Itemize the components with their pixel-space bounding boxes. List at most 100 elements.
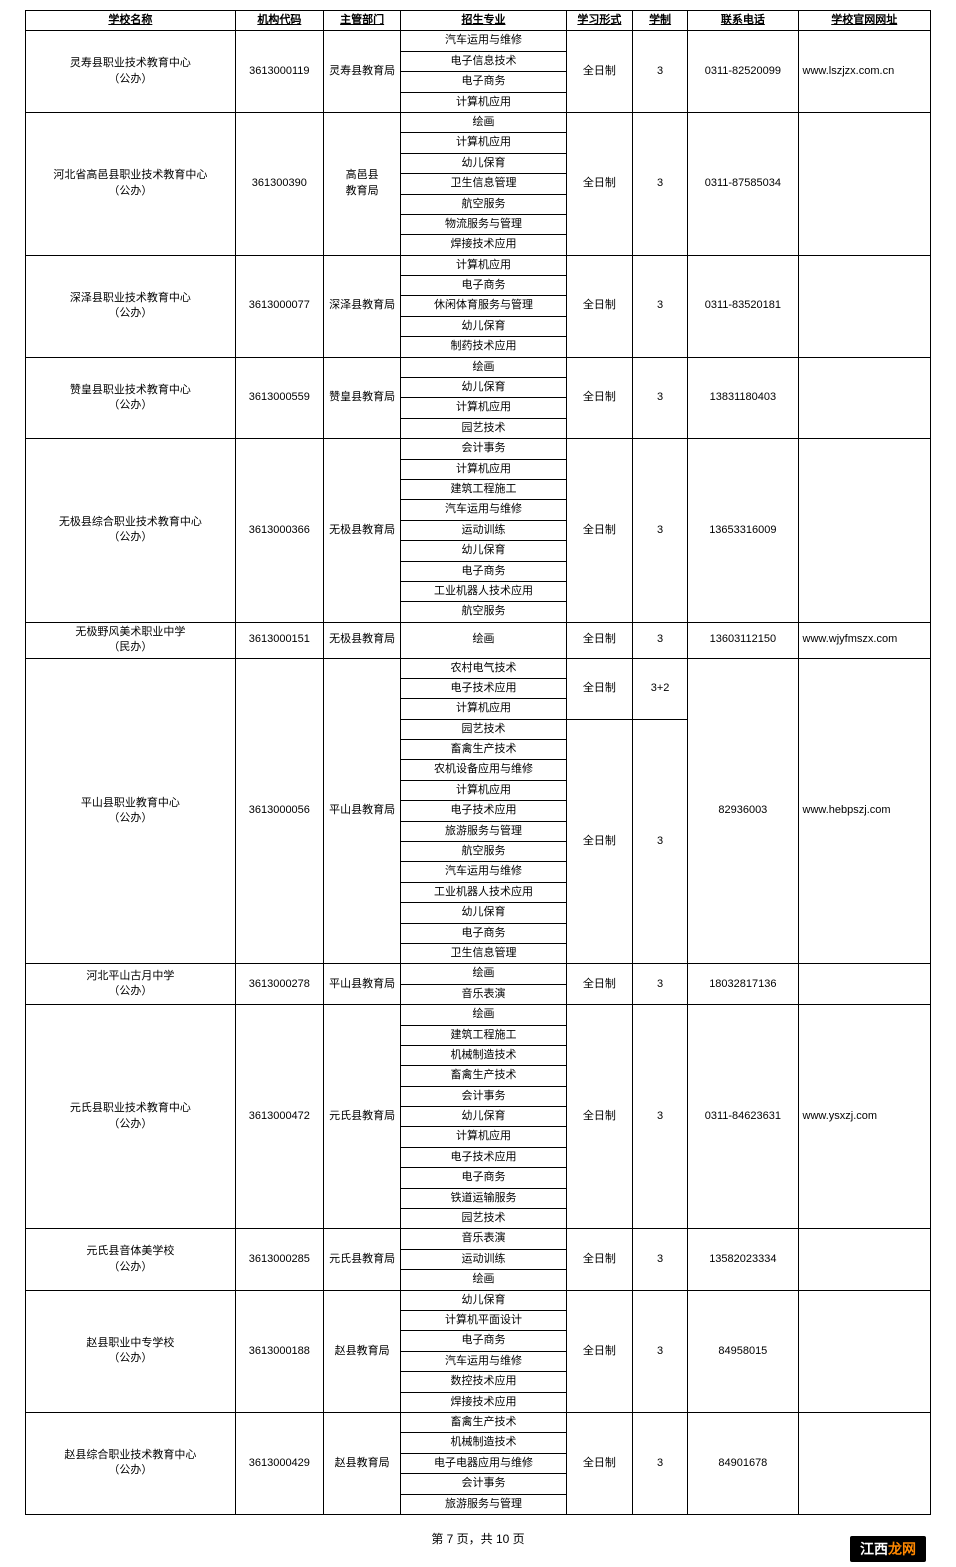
table-cell: 汽车运用与维修: [401, 1351, 567, 1371]
table-cell: 电子电器应用与维修: [401, 1453, 567, 1473]
table-cell: 幼儿保育: [401, 378, 567, 398]
table-cell: 农村电气技术: [401, 658, 567, 678]
table-cell: 3613000285: [235, 1229, 323, 1290]
table-cell: 计算机应用: [401, 459, 567, 479]
table-cell: [798, 1229, 930, 1290]
table-cell: www.lszjzx.com.cn: [798, 31, 930, 113]
table-cell: 制药技术应用: [401, 337, 567, 357]
table-cell: 电子商务: [401, 276, 567, 296]
table-row: 无极县综合职业技术教育中心 （公办）3613000366无极县教育局会计事务全日…: [26, 439, 931, 459]
table-cell: 全日制: [566, 357, 632, 439]
table-cell: 3: [632, 1290, 687, 1412]
table-cell: 全日制: [566, 1005, 632, 1229]
table-cell: 0311-87585034: [688, 112, 798, 255]
header-dept: 主管部门: [323, 11, 400, 31]
table-cell: 3613000119: [235, 31, 323, 113]
table-cell: 84901678: [688, 1412, 798, 1514]
table-cell: 3: [632, 622, 687, 658]
table-cell: 卫生信息管理: [401, 174, 567, 194]
table-cell: 汽车运用与维修: [401, 862, 567, 882]
table-cell: [798, 964, 930, 1005]
table-cell: 全日制: [566, 1229, 632, 1290]
table-cell: 3: [632, 255, 687, 357]
table-cell: 元氏县音体美学校 （公办）: [26, 1229, 236, 1290]
table-cell: [798, 1412, 930, 1514]
table-cell: 元氏县教育局: [323, 1005, 400, 1229]
table-cell: 运动训练: [401, 1249, 567, 1269]
table-cell: 计算机应用: [401, 133, 567, 153]
table-cell: 0311-83520181: [688, 255, 798, 357]
table-cell: 3: [632, 31, 687, 113]
table-cell: 全日制: [566, 439, 632, 623]
header-phone: 联系电话: [688, 11, 798, 31]
table-cell: 全日制: [566, 964, 632, 1005]
table-cell: 平山县职业教育中心 （公办）: [26, 658, 236, 964]
table-cell: 3613000429: [235, 1412, 323, 1514]
table-cell: 建筑工程施工: [401, 1025, 567, 1045]
table-cell: 物流服务与管理: [401, 214, 567, 234]
table-cell: 赞皇县教育局: [323, 357, 400, 439]
table-cell: 3: [632, 719, 687, 964]
page-footer: 第 7 页，共 10 页: [25, 1530, 931, 1547]
table-cell: 旅游服务与管理: [401, 821, 567, 841]
table-cell: 电子商务: [401, 1168, 567, 1188]
watermark-text-1: 江西: [860, 1541, 888, 1557]
table-cell: 18032817136: [688, 964, 798, 1005]
table-cell: 机械制造技术: [401, 1433, 567, 1453]
table-cell: 会计事务: [401, 1474, 567, 1494]
table-cell: [798, 112, 930, 255]
table-cell: 焊接技术应用: [401, 1392, 567, 1412]
table-cell: 赞皇县职业技术教育中心 （公办）: [26, 357, 236, 439]
table-cell: 幼儿保育: [401, 1107, 567, 1127]
table-cell: 3: [632, 439, 687, 623]
table-cell: 园艺技术: [401, 719, 567, 739]
table-cell: 计算机应用: [401, 699, 567, 719]
header-major: 招生专业: [401, 11, 567, 31]
table-cell: 绘画: [401, 622, 567, 658]
table-cell: 航空服务: [401, 602, 567, 622]
watermark: 江西龙网: [850, 1536, 926, 1562]
schools-table: 学校名称 机构代码 主管部门 招生专业 学习形式 学制 联系电话 学校官网网址 …: [25, 10, 931, 1515]
table-cell: 3: [632, 1229, 687, 1290]
table-cell: 河北省高邑县职业技术教育中心 （公办）: [26, 112, 236, 255]
table-cell: 园艺技术: [401, 418, 567, 438]
table-cell: 电子商务: [401, 561, 567, 581]
table-cell: 电子技术应用: [401, 678, 567, 698]
table-cell: 赵县综合职业技术教育中心 （公办）: [26, 1412, 236, 1514]
table-cell: 全日制: [566, 1412, 632, 1514]
table-cell: 3613000278: [235, 964, 323, 1005]
table-cell: 全日制: [566, 658, 632, 719]
table-cell: 电子技术应用: [401, 801, 567, 821]
table-cell: 农机设备应用与维修: [401, 760, 567, 780]
table-cell: 无极县综合职业技术教育中心 （公办）: [26, 439, 236, 623]
table-cell: 全日制: [566, 31, 632, 113]
table-cell: 计算机应用: [401, 92, 567, 112]
table-cell: 计算机应用: [401, 1127, 567, 1147]
table-cell: 3: [632, 112, 687, 255]
table-cell: 会计事务: [401, 1086, 567, 1106]
table-cell: 幼儿保育: [401, 316, 567, 336]
table-cell: 园艺技术: [401, 1209, 567, 1229]
table-cell: 畜禽生产技术: [401, 740, 567, 760]
table-row: 深泽县职业技术教育中心 （公办）3613000077深泽县教育局计算机应用全日制…: [26, 255, 931, 275]
table-cell: 82936003: [688, 658, 798, 964]
table-cell: 运动训练: [401, 520, 567, 540]
table-cell: 建筑工程施工: [401, 479, 567, 499]
table-cell: 幼儿保育: [401, 903, 567, 923]
table-cell: 13831180403: [688, 357, 798, 439]
table-cell: [798, 439, 930, 623]
table-cell: 计算机应用: [401, 780, 567, 800]
table-cell: 3613000188: [235, 1290, 323, 1412]
table-cell: 深泽县职业技术教育中心 （公办）: [26, 255, 236, 357]
table-cell: 无极县教育局: [323, 439, 400, 623]
header-school: 学校名称: [26, 11, 236, 31]
table-cell: 元氏县职业技术教育中心 （公办）: [26, 1005, 236, 1229]
table-cell: 绘画: [401, 1005, 567, 1025]
table-row: 灵寿县职业技术教育中心 （公办）3613000119灵寿县教育局汽车运用与维修全…: [26, 31, 931, 51]
header-form: 学习形式: [566, 11, 632, 31]
table-cell: 畜禽生产技术: [401, 1066, 567, 1086]
table-cell: 电子技术应用: [401, 1147, 567, 1167]
table-cell: www.hebpszj.com: [798, 658, 930, 964]
table-cell: 3: [632, 1005, 687, 1229]
table-cell: 汽车运用与维修: [401, 500, 567, 520]
